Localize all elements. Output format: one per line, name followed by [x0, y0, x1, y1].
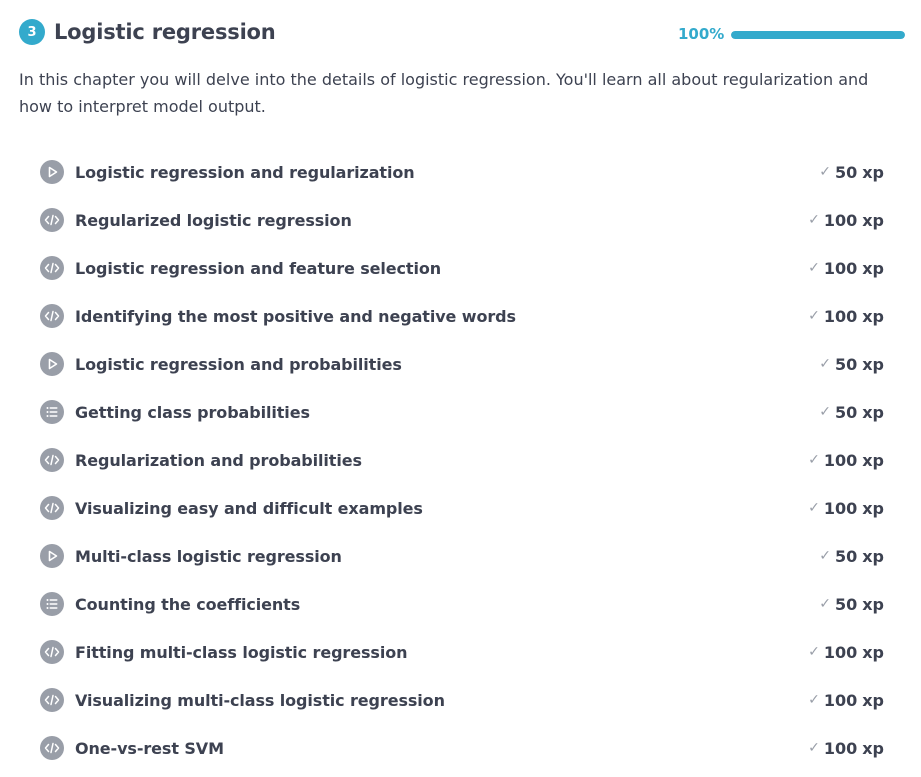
exercise-title[interactable]: Getting class probabilities: [75, 402, 310, 422]
checkmark-icon: ✓: [819, 596, 831, 612]
xp-value: 100: [823, 258, 858, 278]
exercise-xp: ✓ 50 xp: [819, 580, 884, 628]
xp-unit: xp: [862, 354, 884, 374]
exercise-item[interactable]: Fitting multi-class logistic regression ✓…: [40, 628, 884, 676]
exercise-item[interactable]: Visualizing multi-class logistic regress…: [40, 676, 884, 724]
xp-unit: xp: [862, 690, 884, 710]
exercise-title[interactable]: Multi-class logistic regression: [75, 546, 342, 566]
chapter-header: 3 Logistic regression 100%: [19, 18, 905, 48]
code-icon: [40, 736, 64, 760]
exercise-xp: ✓ 100 xp: [808, 196, 884, 244]
xp-value: 100: [823, 690, 858, 710]
xp-unit: xp: [862, 402, 884, 422]
exercise-xp: ✓ 100 xp: [808, 676, 884, 724]
checkmark-icon: ✓: [808, 212, 820, 228]
progress-bar: [731, 31, 905, 39]
list-icon: [40, 592, 64, 616]
exercise-item[interactable]: Logistic regression and regularization ✓ 5…: [40, 148, 884, 196]
exercise-item[interactable]: Regularization and probabilities ✓ 100 xp: [40, 436, 884, 484]
exercise-title[interactable]: Logistic regression and regularization: [75, 162, 415, 182]
code-icon: [40, 448, 64, 472]
exercise-list: Logistic regression and regularization ✓ 5…: [40, 148, 884, 772]
exercise-item[interactable]: Regularized logistic regression ✓ 100 xp: [40, 196, 884, 244]
xp-value: 50: [834, 354, 858, 374]
play-icon: [40, 160, 64, 184]
checkmark-icon: ✓: [808, 260, 820, 276]
exercise-title[interactable]: Identifying the most positive and negati…: [75, 306, 516, 326]
xp-unit: xp: [862, 546, 884, 566]
exercise-item[interactable]: Getting class probabilities ✓ 50 xp: [40, 388, 884, 436]
xp-value: 50: [834, 594, 858, 614]
code-icon: [40, 640, 64, 664]
exercise-xp: ✓ 50 xp: [819, 340, 884, 388]
exercise-item[interactable]: Counting the coefficients ✓ 50 xp: [40, 580, 884, 628]
exercise-title[interactable]: Logistic regression and probabilities: [75, 354, 402, 374]
xp-value: 50: [834, 546, 858, 566]
checkmark-icon: ✓: [819, 404, 831, 420]
xp-value: 50: [834, 162, 858, 182]
exercise-xp: ✓ 100 xp: [808, 292, 884, 340]
exercise-item[interactable]: Identifying the most positive and negati…: [40, 292, 884, 340]
xp-value: 100: [823, 498, 858, 518]
chapter-description: In this chapter you will delve into the …: [19, 70, 869, 116]
chapter-number-badge: 3: [19, 19, 45, 45]
xp-value: 50: [834, 402, 858, 422]
exercise-xp: ✓ 100 xp: [808, 436, 884, 484]
xp-unit: xp: [862, 210, 884, 230]
xp-value: 100: [823, 210, 858, 230]
exercise-xp: ✓ 100 xp: [808, 484, 884, 532]
progress-bar-fill: [731, 31, 905, 39]
xp-value: 100: [823, 738, 858, 758]
xp-value: 100: [823, 642, 858, 662]
checkmark-icon: ✓: [808, 644, 820, 660]
exercise-title[interactable]: One-vs-rest SVM: [75, 738, 224, 758]
xp-unit: xp: [862, 450, 884, 470]
list-icon: [40, 400, 64, 424]
xp-unit: xp: [862, 162, 884, 182]
checkmark-icon: ✓: [819, 548, 831, 564]
code-icon: [40, 496, 64, 520]
xp-unit: xp: [862, 258, 884, 278]
exercise-xp: ✓ 50 xp: [819, 148, 884, 196]
exercise-xp: ✓ 50 xp: [819, 388, 884, 436]
exercise-xp: ✓ 100 xp: [808, 244, 884, 292]
exercise-title[interactable]: Regularization and probabilities: [75, 450, 362, 470]
exercise-xp: ✓ 100 xp: [808, 724, 884, 772]
code-icon: [40, 208, 64, 232]
checkmark-icon: ✓: [808, 692, 820, 708]
exercise-item[interactable]: Logistic regression and probabilities ✓ 50…: [40, 340, 884, 388]
exercise-title[interactable]: Counting the coefficients: [75, 594, 301, 614]
exercise-item[interactable]: One-vs-rest SVM ✓ 100 xp: [40, 724, 884, 772]
exercise-item[interactable]: Visualizing easy and difficult examples ✓…: [40, 484, 884, 532]
progress-percentage: 100%: [678, 25, 725, 43]
exercise-item[interactable]: Logistic regression and feature selectio…: [40, 244, 884, 292]
xp-unit: xp: [862, 498, 884, 518]
play-icon: [40, 544, 64, 568]
exercise-title[interactable]: Fitting multi-class logistic regression: [75, 642, 408, 662]
checkmark-icon: ✓: [819, 164, 831, 180]
exercise-title[interactable]: Logistic regression and feature selectio…: [75, 258, 442, 278]
exercise-item[interactable]: Multi-class logistic regression ✓ 50 xp: [40, 532, 884, 580]
chapter-title[interactable]: Logistic regression: [54, 20, 276, 44]
code-icon: [40, 304, 64, 328]
xp-unit: xp: [862, 306, 884, 326]
checkmark-icon: ✓: [808, 500, 820, 516]
xp-value: 100: [823, 450, 858, 470]
xp-unit: xp: [862, 594, 884, 614]
checkmark-icon: ✓: [819, 356, 831, 372]
xp-unit: xp: [862, 642, 884, 662]
checkmark-icon: ✓: [808, 740, 820, 756]
exercise-title[interactable]: Regularized logistic regression: [75, 210, 352, 230]
play-icon: [40, 352, 64, 376]
exercise-xp: ✓ 50 xp: [819, 532, 884, 580]
checkmark-icon: ✓: [808, 452, 820, 468]
xp-unit: xp: [862, 738, 884, 758]
checkmark-icon: ✓: [808, 308, 820, 324]
xp-value: 100: [823, 306, 858, 326]
code-icon: [40, 688, 64, 712]
exercise-xp: ✓ 100 xp: [808, 628, 884, 676]
exercise-title[interactable]: Visualizing easy and difficult examples: [75, 498, 423, 518]
exercise-title[interactable]: Visualizing multi-class logistic regress…: [75, 690, 445, 710]
code-icon: [40, 256, 64, 280]
